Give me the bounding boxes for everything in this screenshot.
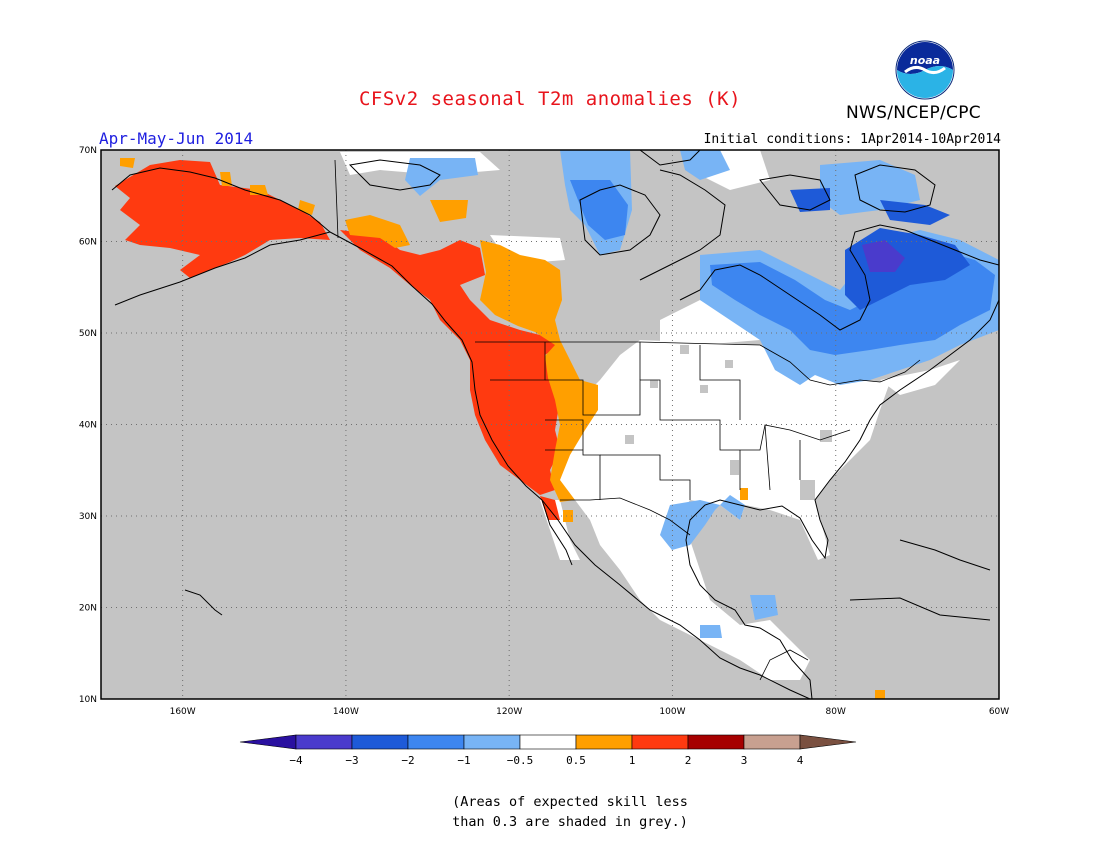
agency-label: NWS/NCEP/CPC	[846, 103, 981, 123]
lat-label: 40N	[79, 421, 97, 431]
lat-label: 50N	[79, 329, 97, 339]
central-america-cool-anomaly	[700, 595, 778, 638]
lat-label: 20N	[79, 604, 97, 614]
colorbar-tick-label: −2	[401, 754, 414, 767]
colorbar-tick-label: 3	[741, 754, 748, 767]
anomaly-regions	[115, 150, 999, 699]
initial-conditions: Initial conditions: 1Apr2014-10Apr2014	[703, 132, 1001, 147]
lat-label: 30N	[79, 512, 97, 522]
alaska-warm-anomaly	[115, 160, 330, 278]
page-title: CFSv2 seasonal T2m anomalies (K)	[358, 88, 742, 110]
lon-label: 60W	[989, 707, 1009, 717]
skill-note: (Areas of expected skill less than 0.3 a…	[420, 792, 720, 832]
colorbar-tick-label: 2	[685, 754, 692, 767]
colorbar-segment	[743, 734, 801, 750]
colorbar-min-arrow	[239, 734, 297, 750]
colorbar-tick-label: −3	[345, 754, 358, 767]
political-borders	[334, 159, 921, 681]
western-canada-warm-anomaly	[345, 200, 468, 248]
colorbar-tick-label: −4	[289, 754, 303, 767]
colorbar-segment	[687, 734, 745, 750]
map-frame	[100, 149, 1000, 700]
mexico-coast-warm	[540, 496, 560, 520]
grey-speckles	[600, 345, 832, 585]
coastlines	[111, 150, 999, 699]
colorbar-max-arrow	[799, 734, 857, 750]
colorbar-segment	[631, 734, 689, 750]
arctic-canada-cool-core	[570, 180, 628, 240]
colorbar-tick-label: −1	[457, 754, 470, 767]
colorbar-segment	[295, 734, 353, 750]
lon-label: 100W	[659, 707, 685, 717]
west-coast-warm-anomaly	[340, 230, 560, 495]
skill-note-line-2: than 0.3 are shaded in grey.)	[452, 814, 688, 830]
lon-label: 120W	[496, 707, 522, 717]
arctic-canada-cool-anomaly	[405, 150, 632, 255]
hudson-cold-core	[862, 240, 905, 272]
colorbar-segment	[519, 734, 577, 750]
lat-label: 70N	[79, 146, 97, 156]
lon-label: 160W	[170, 707, 196, 717]
gulf-coast-cool-anomaly	[660, 495, 745, 550]
latitude-labels: 10N 20N 30N 40N 50N 60N 70N	[79, 146, 97, 705]
lat-label: 10N	[79, 695, 97, 705]
season-label: Apr-May-Jun 2014	[99, 129, 254, 148]
longitude-labels: 160W 140W 120W 100W 80W 60W	[170, 707, 1010, 717]
skill-note-line-1: (Areas of expected skill less	[452, 794, 688, 810]
colorbar-tick-label: 0.5	[566, 754, 586, 767]
svg-text:noaa: noaa	[910, 54, 940, 67]
colorbar: −4 −3 −2 −1 −0.5 0.5 1 2 3 4	[239, 734, 857, 767]
lon-label: 140W	[333, 707, 359, 717]
colorbar-segment	[463, 734, 521, 750]
lat-label: 60N	[79, 238, 97, 248]
colorbar-tick-label: −0.5	[507, 754, 534, 767]
colorbar-segment	[575, 734, 633, 750]
colorbar-segment	[351, 734, 409, 750]
arctic-islands-cool-core	[790, 188, 950, 225]
colorbar-tick-label: 4	[797, 754, 804, 767]
colorbar-tick-label: 1	[629, 754, 636, 767]
noaa-logo-icon: noaa	[895, 40, 955, 100]
colorbar-segment	[407, 734, 465, 750]
lon-label: 80W	[826, 707, 846, 717]
